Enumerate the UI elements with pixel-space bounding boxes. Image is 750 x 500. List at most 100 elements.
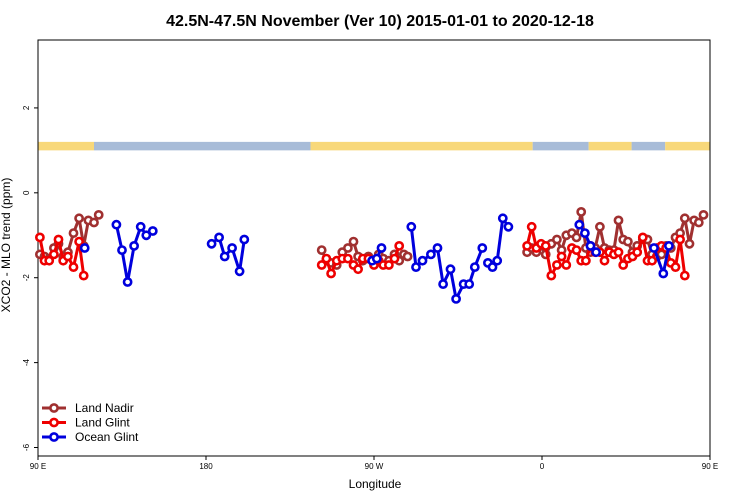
data-point-land-nadir <box>679 213 690 224</box>
data-point-land-glint <box>552 260 562 270</box>
legend-marker <box>49 432 59 442</box>
data-point-ocean-glint <box>585 240 596 251</box>
legend-item-land-glint: Land Glint <box>42 416 130 430</box>
data-point-ocean-glint <box>79 243 90 253</box>
data-point-land-nadir <box>89 217 99 228</box>
x-axis-label: Longitude <box>349 477 402 491</box>
data-point-land-glint <box>383 260 394 270</box>
y-axis-label: XCO2 - MLO trend (ppm) <box>0 178 13 313</box>
data-point-land-glint <box>63 251 73 262</box>
data-point-land-nadir <box>552 234 562 245</box>
data-point-land-nadir <box>74 213 84 224</box>
data-point-ocean-glint <box>147 226 158 236</box>
data-point-land-nadir <box>693 217 704 228</box>
data-point-land-nadir <box>348 236 359 247</box>
data-point-land-nadir <box>595 221 605 232</box>
data-point-ocean-glint <box>438 279 448 289</box>
data-point-land-glint <box>326 268 336 279</box>
data-point-land-glint <box>342 253 353 264</box>
land-ocean-band <box>38 141 710 151</box>
data-point-ocean-glint <box>117 245 127 255</box>
data-point-land-nadir <box>571 232 582 243</box>
x-tick-label: 180 <box>199 462 213 471</box>
data-point-land-nadir <box>684 238 695 249</box>
data-point-land-nadir <box>613 215 624 226</box>
data-point-land-nadir <box>576 206 587 217</box>
data-point-land-glint <box>78 270 89 281</box>
data-point-land-glint <box>647 255 657 266</box>
legend-label: Land Nadir <box>75 401 134 415</box>
data-point-land-nadir <box>93 209 104 220</box>
data-point-land-glint <box>316 260 327 270</box>
series-layer <box>35 206 709 304</box>
chart-title: 42.5N-47.5N November (Ver 10) 2015-01-01… <box>166 13 594 30</box>
data-point-ocean-glint <box>469 262 480 272</box>
data-point-land-glint <box>613 247 624 258</box>
data-point-ocean-glint <box>497 213 508 224</box>
data-point-land-glint <box>526 221 537 232</box>
data-point-ocean-glint <box>432 243 443 253</box>
data-point-land-glint <box>321 253 332 264</box>
data-point-land-glint <box>546 270 557 281</box>
band-segment-ocean <box>94 141 311 151</box>
data-point-ocean-glint <box>417 255 428 266</box>
data-point-land-glint <box>632 247 643 258</box>
data-point-land-glint <box>675 234 685 245</box>
data-point-ocean-glint <box>371 253 382 264</box>
data-point-ocean-glint <box>406 221 417 232</box>
data-point-land-glint <box>53 234 64 245</box>
legend-label: Ocean Glint <box>75 430 139 444</box>
data-point-land-glint <box>353 264 363 275</box>
data-point-ocean-glint <box>214 232 224 243</box>
data-point-ocean-glint <box>664 240 674 251</box>
data-point-land-glint <box>540 240 551 251</box>
data-point-land-glint <box>670 262 681 272</box>
data-point-land-glint <box>618 260 629 270</box>
data-point-land-glint <box>394 240 405 251</box>
data-point-ocean-glint <box>206 238 217 249</box>
data-point-land-glint <box>581 255 591 266</box>
data-point-land-nadir <box>698 209 709 220</box>
data-point-land-glint <box>561 260 572 270</box>
band-segment-land <box>38 141 94 151</box>
x-tick-label: 0 <box>540 462 545 471</box>
legend-item-ocean-glint: Ocean Glint <box>42 430 139 444</box>
data-point-ocean-glint <box>411 262 421 272</box>
legend-marker <box>49 417 59 428</box>
data-point-ocean-glint <box>658 268 669 279</box>
data-point-land-glint <box>637 232 648 243</box>
data-point-ocean-glint <box>477 243 488 253</box>
data-point-land-glint <box>74 236 84 247</box>
data-point-land-nadir <box>316 245 327 255</box>
band-segment-land <box>665 141 710 151</box>
data-point-land-glint <box>679 270 690 281</box>
y-tick-label: -4 <box>22 359 31 367</box>
data-point-ocean-glint <box>503 221 514 232</box>
data-point-ocean-glint <box>574 219 585 230</box>
data-point-ocean-glint <box>445 264 456 275</box>
data-point-land-glint <box>522 240 532 251</box>
data-point-land-glint <box>599 255 610 266</box>
data-point-land-glint <box>571 245 582 255</box>
data-point-ocean-glint <box>649 243 659 253</box>
data-point-land-glint <box>68 262 79 272</box>
data-point-ocean-glint <box>239 234 250 245</box>
band-segment-ocean <box>532 141 589 151</box>
data-point-ocean-glint <box>425 249 436 260</box>
band-segment-ocean <box>631 141 666 151</box>
data-point-ocean-glint <box>122 277 133 287</box>
y-tick-label: 2 <box>22 105 31 110</box>
data-point-ocean-glint <box>376 243 387 253</box>
x-tick-label: 90 E <box>702 462 718 471</box>
data-point-ocean-glint <box>141 230 152 241</box>
data-point-land-nadir <box>623 236 633 247</box>
y-axis: 2 0 -2 -4 -6 <box>22 105 38 451</box>
data-point-ocean-glint <box>227 243 237 253</box>
data-point-ocean-glint <box>492 255 503 266</box>
data-point-ocean-glint <box>464 279 475 289</box>
x-tick-label: 90 W <box>365 462 384 471</box>
series-ocean-glint <box>79 213 674 304</box>
data-point-ocean-glint <box>129 240 139 251</box>
